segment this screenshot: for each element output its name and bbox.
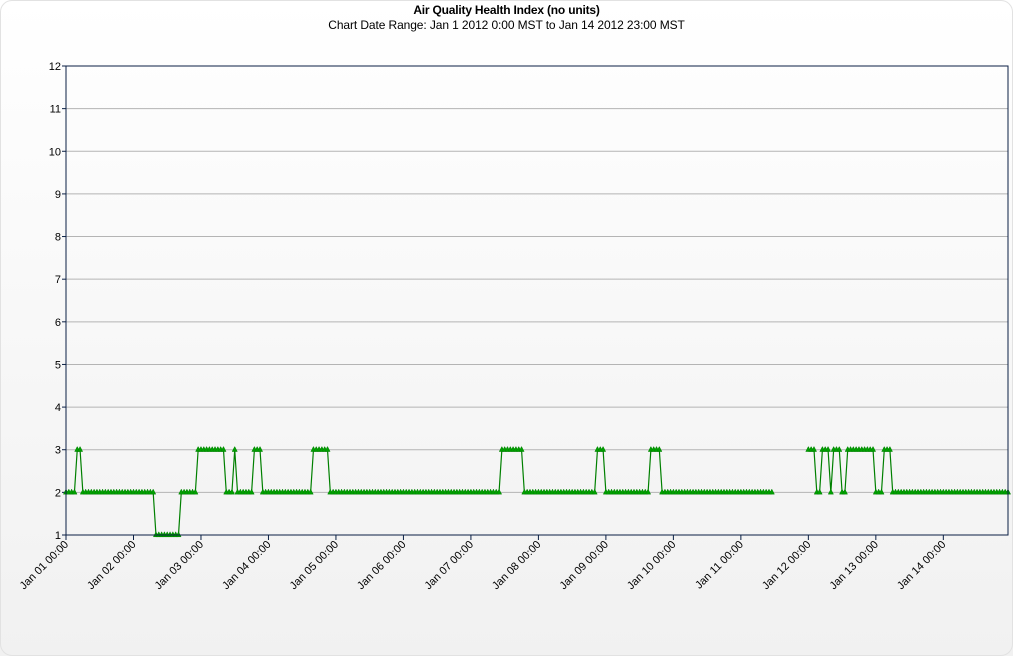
tick-label-x: Jan 02 00:00 [85,539,138,592]
tick-label-y: 5 [55,359,61,371]
plot-area-border [65,65,1009,536]
data-point-marker [518,445,525,452]
tick-label-y: 2 [55,487,61,499]
tick-label-y: 3 [55,445,61,457]
data-point-marker [870,445,877,452]
data-point-marker [231,445,238,452]
tick-label-y: 6 [55,317,61,329]
data-point-marker [496,488,503,495]
data-point-marker [645,488,652,495]
tick-label-x: Jan 05 00:00 [288,539,341,592]
tick-label-x: Jan 09 00:00 [558,539,611,592]
data-point-marker [810,445,817,452]
tick-label-x: Jan 13 00:00 [827,539,880,592]
data-point-marker [324,445,331,452]
data-point-marker [591,488,598,495]
data-point-marker [150,488,157,495]
data-point-marker [878,488,885,495]
tick-label-y: 8 [55,232,61,244]
data-point-marker [827,488,834,495]
tick-label-x: Jan 08 00:00 [490,539,543,592]
tick-label-x: Jan 03 00:00 [153,539,206,592]
tick-label-x: Jan 10 00:00 [625,539,678,592]
data-point-marker [228,488,235,495]
data-point-marker [175,531,182,538]
tick-label-y: 7 [55,274,61,286]
tick-label-x: Jan 14 00:00 [895,539,948,592]
tick-label-y: 1 [55,530,61,542]
data-point-marker [77,445,84,452]
data-point-marker [71,488,78,495]
data-point-marker [192,488,199,495]
tick-label-y: 10 [49,146,61,158]
data-point-marker [816,488,823,495]
data-point-marker [220,445,227,452]
tick-label-y: 12 [49,61,61,73]
data-point-marker [248,488,255,495]
data-point-marker [825,445,832,452]
chart-subtitle: Chart Date Range: Jan 1 2012 0:00 MST to… [328,18,685,32]
data-point-marker [307,488,314,495]
tick-label-x: Jan 11 00:00 [693,539,746,592]
tick-label-x: Jan 12 00:00 [760,539,813,592]
grid-lines [66,65,1008,536]
x-axis: Jan 01 00:00 Jan 02 00:00 Jan 03 00:00 Jan … [18,535,948,592]
chart-title: Air Quality Health Index (no units) [413,3,600,17]
data-point-marker [656,445,663,452]
data-point-marker [841,488,848,495]
tick-label-x: Jan 06 00:00 [355,539,408,592]
tick-label-y: 4 [55,402,61,414]
tick-label-y: 11 [50,104,61,116]
tick-label-x: Jan 07 00:00 [423,539,476,592]
data-point-marker [600,445,607,452]
data-point-marker [886,445,893,452]
tick-label-x: Jan 04 00:00 [220,539,273,592]
series-aqhi [62,445,1012,538]
tick-label-x: Jan 01 00:00 [18,539,71,592]
tick-label-y: 9 [55,189,61,201]
data-point-marker [257,445,264,452]
series-line-segment-1 [808,449,1008,493]
data-point-marker [836,445,843,452]
data-point-marker [768,488,775,495]
